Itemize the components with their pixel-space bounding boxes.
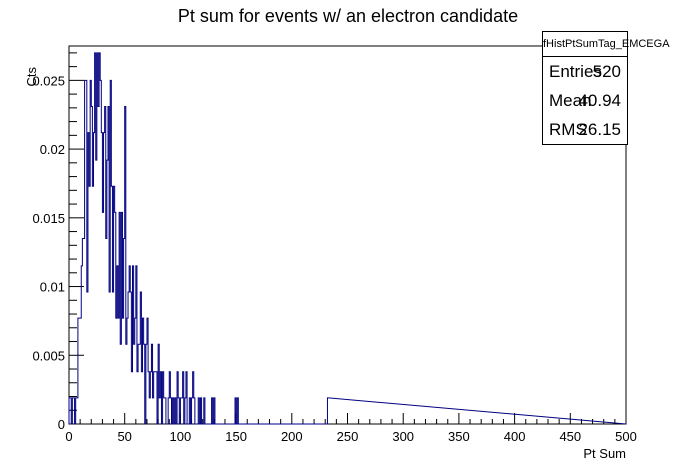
y-tick-label: 0.02	[40, 142, 65, 157]
x-tick-label: 300	[392, 429, 414, 444]
y-axis-ticks: 0 0.005 0.01 0.015 0.02 0.025	[32, 52, 84, 432]
stats-row-entries: Entries 520	[543, 57, 627, 86]
chart-title: Pt sum for events w/ an electron candida…	[177, 6, 519, 26]
x-tick-label: 350	[448, 429, 470, 444]
x-tick-label: 500	[615, 429, 637, 444]
x-tick-label: 100	[170, 429, 192, 444]
stats-row-mean: Mean 40.94	[543, 86, 627, 115]
stats-value: 26.15	[578, 120, 621, 139]
x-tick-label: 250	[337, 429, 359, 444]
x-tick-label: 50	[117, 429, 131, 444]
y-tick-label: 0	[58, 417, 65, 432]
x-tick-label: 450	[559, 429, 581, 444]
stats-box: fHistPtSumTag_EMCEGA Entries 520 Mean 40…	[542, 31, 670, 145]
stats-key: RMS	[549, 120, 587, 139]
histogram-line	[68, 52, 627, 425]
y-tick-label: 0.025	[32, 73, 65, 88]
x-tick-label: 200	[281, 429, 303, 444]
stats-value: 520	[592, 62, 621, 81]
y-axis-label: Cts	[24, 67, 39, 87]
x-axis-ticks: 0 50 100 150 200 250 300 350 400 450 500	[65, 413, 637, 444]
x-axis-label: Pt Sum	[583, 446, 626, 461]
stats-box-name: fHistPtSumTag_EMCEGA	[543, 32, 670, 57]
stats-key: Entries	[549, 62, 602, 81]
x-tick-label: 0	[65, 429, 72, 444]
stats-row-rms: RMS 26.15	[543, 115, 627, 144]
stats-key: Mean	[549, 91, 592, 110]
y-tick-label: 0.005	[32, 348, 65, 363]
x-tick-label: 400	[504, 429, 526, 444]
y-tick-label: 0.01	[40, 280, 65, 295]
y-tick-label: 0.015	[32, 211, 65, 226]
x-tick-label: 150	[225, 429, 247, 444]
stats-value: 40.94	[578, 91, 621, 110]
